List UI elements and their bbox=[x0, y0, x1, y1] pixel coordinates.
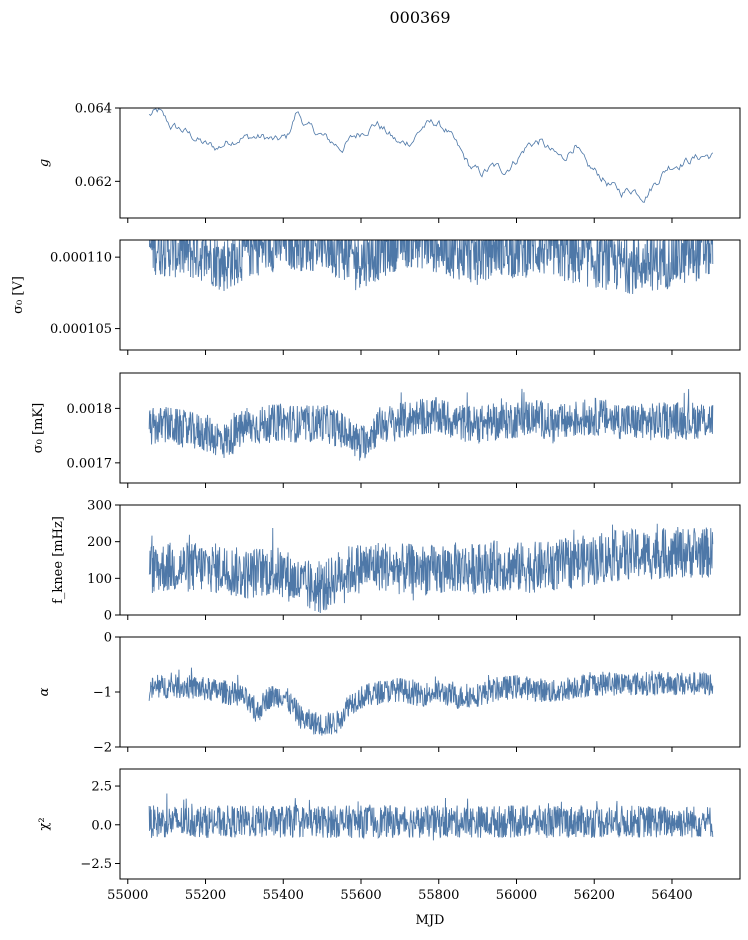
y-tick-label: 200 bbox=[87, 535, 112, 550]
x-tick-label: 56000 bbox=[496, 888, 537, 903]
series-line-g bbox=[148, 108, 714, 203]
y-axis-label-chi2: χ² bbox=[37, 817, 52, 830]
y-tick-label: 0.000105 bbox=[50, 322, 112, 337]
x-tick-label: 55600 bbox=[340, 888, 381, 903]
panel-fknee: 0 100 200 300 f_knee [mHz] bbox=[51, 499, 741, 624]
axes-frame-chi2 bbox=[119, 768, 741, 880]
axes-frame-g bbox=[119, 107, 741, 219]
y-axis-label-fknee: f_knee [mHz] bbox=[51, 516, 66, 604]
y-tick-label: 100 bbox=[87, 572, 112, 587]
y-tick-label: 0.0017 bbox=[67, 456, 113, 471]
figure-title: 000369 bbox=[389, 8, 450, 27]
y-axis-label-sigma0-mk: σ₀ [mK] bbox=[31, 403, 46, 453]
y-tick-label: 0.064 bbox=[75, 102, 112, 117]
x-tick-label: 55200 bbox=[185, 888, 226, 903]
series-line-fknee bbox=[148, 523, 714, 613]
series-line-sigma0-mk bbox=[148, 388, 714, 461]
panel-sigma0-volts: 0.000105 0.000110 σ₀ [V] bbox=[11, 239, 741, 355]
y-tick-label: 0.062 bbox=[75, 175, 112, 190]
series-line-sigma0-volts bbox=[148, 240, 714, 295]
y-tick-label: 2.5 bbox=[91, 780, 112, 795]
axes-frame-sigma0-mk bbox=[119, 372, 741, 484]
panel-sigma0-mk: 0.0017 0.0018 σ₀ [mK] bbox=[31, 372, 741, 488]
y-tick-label: −2.5 bbox=[80, 857, 112, 872]
x-tick-label: 55800 bbox=[418, 888, 459, 903]
y-tick-label: 0 bbox=[104, 631, 112, 646]
y-axis-label-g: g bbox=[37, 159, 52, 167]
y-tick-label: 0 bbox=[104, 609, 112, 624]
series-line-alpha bbox=[148, 667, 714, 736]
panel-g: 0.062 0.064 g bbox=[37, 102, 741, 223]
y-tick-label: −1 bbox=[93, 686, 112, 701]
y-tick-label: 0.0018 bbox=[67, 402, 113, 417]
y-tick-label: 300 bbox=[87, 499, 112, 514]
y-tick-label: −2 bbox=[93, 741, 112, 756]
axes-frame-sigma0-volts bbox=[119, 239, 741, 351]
x-tick-label: 56200 bbox=[574, 888, 615, 903]
x-axis-label: MJD bbox=[416, 913, 445, 928]
y-tick-label: 0.0 bbox=[91, 818, 112, 833]
panel-alpha: −2 −1 0 α bbox=[37, 631, 741, 756]
y-axis-label-alpha: α bbox=[37, 687, 52, 696]
panel-chi2: 55000 55200 55400 55600 55800 56000 56200 56400… bbox=[37, 768, 741, 903]
axes-frame-fknee bbox=[119, 504, 741, 616]
x-tick-label: 55400 bbox=[263, 888, 304, 903]
y-axis-label-sigma0-volts: σ₀ [V] bbox=[11, 276, 26, 314]
y-tick-label: 0.000110 bbox=[50, 251, 112, 266]
series-line-chi2 bbox=[148, 793, 714, 841]
x-tick-label: 55000 bbox=[107, 888, 148, 903]
x-tick-label: 56400 bbox=[651, 888, 692, 903]
